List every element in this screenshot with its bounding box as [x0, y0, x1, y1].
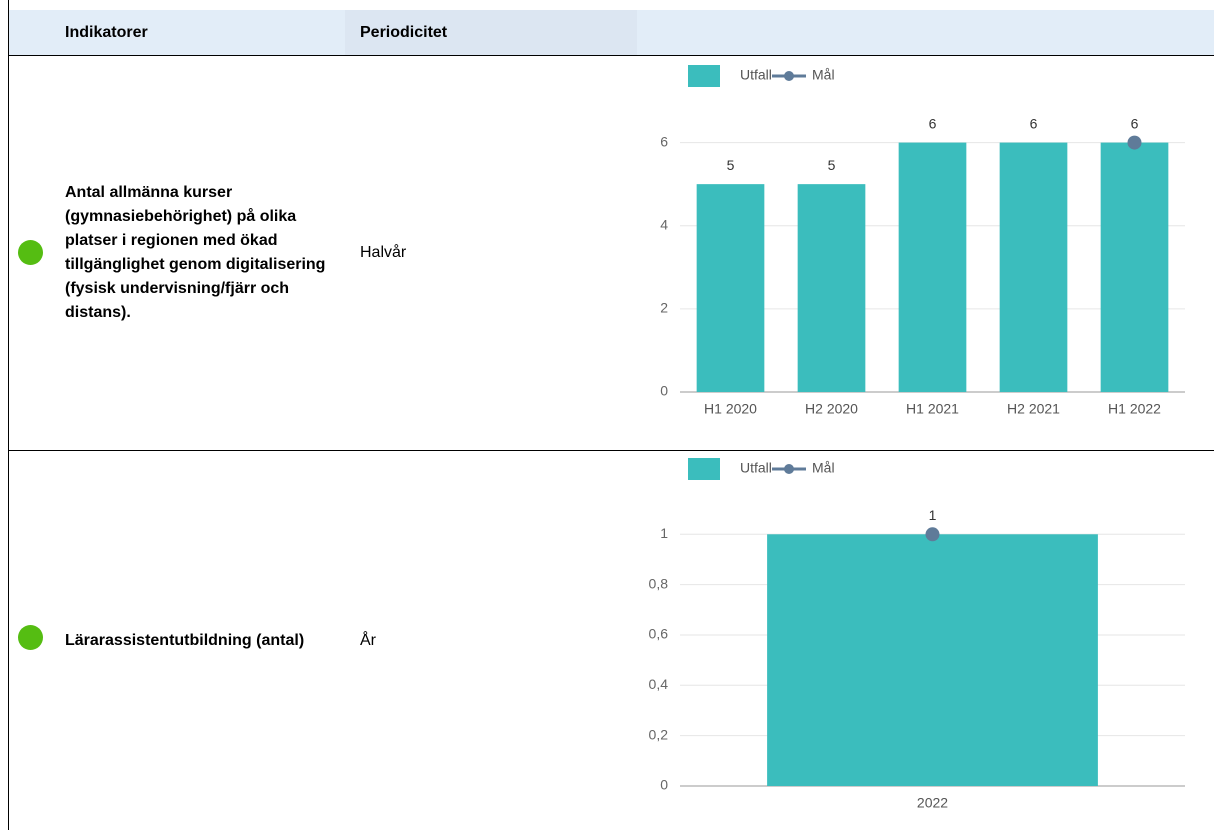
header-periodicity: Periodicitet [360, 23, 448, 41]
row-indicator: Lärarassistentutbildning (antal) [65, 451, 335, 830]
y-tick-label: 0 [660, 383, 668, 399]
y-tick-label: 0 [660, 777, 668, 793]
goal-point [925, 527, 940, 542]
y-tick-label: 4 [660, 216, 668, 232]
value-label: 6 [1030, 115, 1038, 131]
x-tick-label: H1 2022 [1108, 401, 1161, 417]
value-label: 5 [727, 157, 735, 173]
header-band-periodicity [345, 10, 637, 55]
value-label: 6 [1131, 115, 1139, 131]
y-tick-label: 0,8 [649, 575, 669, 591]
row-border [8, 450, 1214, 451]
legend-label: Mål [812, 67, 835, 83]
bar [696, 184, 765, 392]
goal-point [1127, 135, 1142, 150]
indicator-text: Lärarassistentutbildning (antal) [65, 631, 305, 649]
legend-swatch [688, 458, 720, 480]
x-tick-label: H1 2021 [906, 401, 959, 417]
x-tick-label: H2 2021 [1007, 401, 1060, 417]
x-tick-label: H2 2020 [805, 401, 858, 417]
y-tick-label: 0,2 [649, 726, 669, 742]
value-label: 6 [929, 115, 937, 131]
y-tick-label: 0,4 [649, 676, 669, 692]
left-border [8, 0, 9, 830]
legend-label: Mål [812, 460, 835, 476]
row-periodicity: År [360, 631, 376, 649]
row-periodicity: Halvår [360, 244, 407, 261]
legend-label: Utfall [740, 67, 772, 83]
y-tick-label: 1 [660, 525, 668, 541]
bar [898, 142, 967, 392]
bar [767, 534, 1098, 786]
legend-dot [784, 71, 794, 81]
bar [797, 184, 866, 392]
row-indicator: Antal allmänna kurser (gymnasiebehörighe… [65, 56, 335, 450]
legend-dot [784, 464, 794, 474]
x-tick-label: H1 2020 [704, 401, 757, 417]
status-dot [18, 625, 43, 650]
indicator-text: Antal allmänna kurser (gymnasiebehörighe… [65, 184, 326, 321]
value-label: 1 [929, 507, 937, 523]
value-label: 5 [828, 157, 836, 173]
x-tick-label: 2022 [917, 795, 948, 811]
legend-label: Utfall [740, 460, 772, 476]
y-tick-label: 2 [660, 300, 668, 316]
row-border [8, 55, 1214, 56]
legend-swatch [688, 65, 720, 87]
y-tick-label: 0,6 [649, 626, 669, 642]
bar [999, 142, 1068, 392]
bar [1100, 142, 1169, 392]
status-dot [18, 240, 43, 265]
header-indicator: Indikatorer [65, 23, 148, 41]
y-tick-label: 6 [660, 133, 668, 149]
